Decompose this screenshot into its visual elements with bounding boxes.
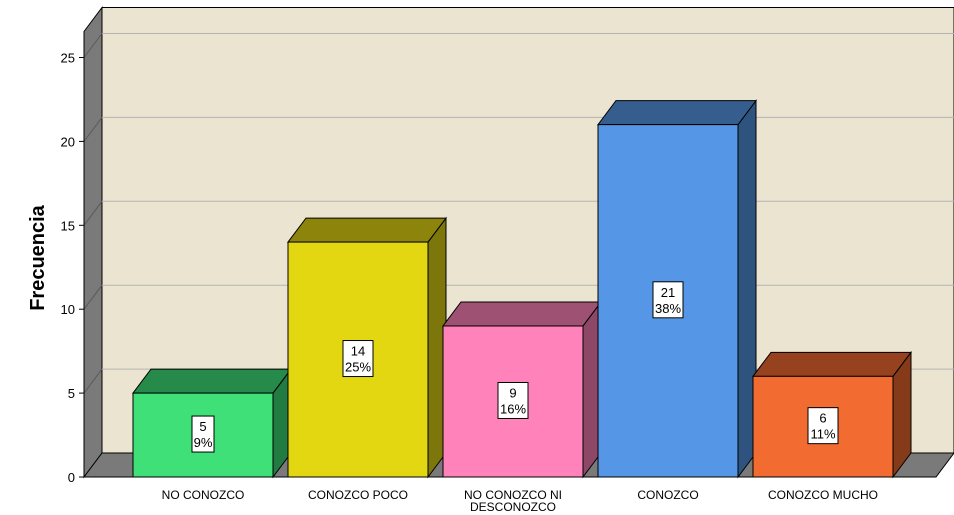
data-label-percent: 38% xyxy=(655,301,681,316)
data-label-count: 6 xyxy=(819,411,826,426)
x-tick-label-line: CONOZCO POCO xyxy=(308,488,408,502)
x-tick-label: CONOZCO xyxy=(637,488,698,502)
data-label-percent: 11% xyxy=(810,427,835,442)
x-tick-label: CONOZCO MUCHO xyxy=(768,488,878,502)
bar-top xyxy=(443,302,601,326)
bar-4: 611% xyxy=(753,352,911,477)
data-label-percent: 16% xyxy=(500,401,526,416)
data-label: 916% xyxy=(498,382,528,418)
data-label: 59% xyxy=(192,416,214,452)
bar-top xyxy=(753,352,911,376)
data-label-percent: 25% xyxy=(345,360,371,375)
side-wall xyxy=(84,8,102,478)
y-tick-label: 0 xyxy=(68,470,75,485)
x-tick-label: NO CONOZCO NI DESCONOZCO xyxy=(464,488,562,514)
y-tick-label: 15 xyxy=(61,218,75,233)
bar-2: 916% xyxy=(443,302,601,477)
x-tick-label-line: CONOZCO MUCHO xyxy=(768,488,878,502)
bar-top xyxy=(598,101,756,125)
data-label-count: 9 xyxy=(509,385,516,400)
x-tick-label-line: NO CONOZCO xyxy=(162,488,245,502)
data-label-count: 14 xyxy=(351,344,365,359)
data-label: 611% xyxy=(808,408,838,444)
bar-top xyxy=(288,218,446,242)
data-label-count: 5 xyxy=(199,419,206,434)
x-axis-labels: NO CONOZCO CONOZCO POCO NO CONOZCO NI DESCO… xyxy=(162,488,878,514)
y-tick-label: 10 xyxy=(61,302,75,317)
y-tick-label: 25 xyxy=(61,51,75,66)
x-tick-label: NO CONOZCO xyxy=(162,488,245,502)
data-label-percent: 9% xyxy=(194,435,213,450)
y-tick-label: 20 xyxy=(61,134,75,149)
x-tick-label-line: DESCONOZCO xyxy=(470,500,556,514)
y-tick-label: 5 xyxy=(68,386,75,401)
x-tick-label: CONOZCO POCO xyxy=(308,488,408,502)
y-axis: 0 5 10 15 20 25 xyxy=(61,32,84,486)
y-axis-title: Frecuencia xyxy=(27,204,49,310)
x-tick-label-line: CONOZCO xyxy=(637,488,698,502)
bar-0: 59% xyxy=(133,369,291,477)
data-label-count: 21 xyxy=(661,285,675,300)
bar-top xyxy=(133,369,291,393)
